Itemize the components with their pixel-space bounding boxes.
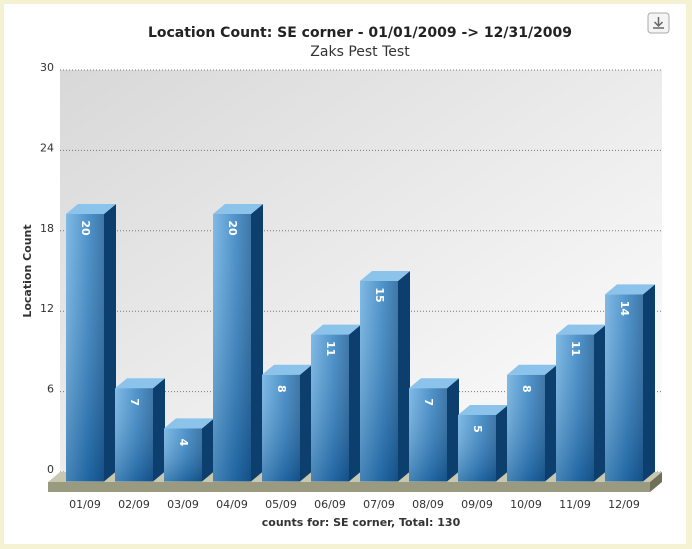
data-label: 8: [520, 385, 533, 393]
bar-side: [496, 405, 508, 482]
bar: [262, 364, 312, 482]
bar: [213, 204, 263, 482]
data-label: 5: [471, 425, 484, 433]
bar-shade: [66, 214, 104, 482]
bar-shade: [605, 294, 643, 482]
x-tick-label: 05/09: [265, 498, 297, 511]
bar-shade: [458, 415, 496, 482]
x-tick-label: 02/09: [118, 498, 150, 511]
bar-side: [202, 418, 214, 482]
x-tick-label: 08/09: [412, 498, 444, 511]
bar-shade: [164, 428, 202, 482]
bar: [409, 378, 459, 482]
bar-side: [545, 364, 557, 482]
floor-front: [48, 482, 650, 492]
y-tick-label: 6: [47, 383, 54, 396]
x-tick-label: 09/09: [461, 498, 493, 511]
bar-shade: [311, 334, 349, 482]
bar-top: [311, 324, 361, 335]
bar-side: [104, 204, 116, 482]
bar: [164, 418, 214, 482]
bar-top: [66, 204, 116, 214]
bar: [66, 204, 116, 482]
bar: [311, 324, 361, 482]
bar-top: [360, 271, 410, 281]
bar-side: [349, 324, 361, 482]
bar-top: [507, 364, 557, 375]
bar-top: [409, 378, 459, 389]
data-label: 7: [422, 398, 435, 406]
y-tick-label: 0: [47, 463, 54, 476]
data-label: 8: [275, 385, 288, 393]
bar-top: [213, 204, 263, 214]
x-tick-label: 11/09: [559, 498, 591, 511]
bar-shade: [507, 374, 545, 482]
bar-shade: [360, 281, 398, 482]
bar-side: [447, 378, 459, 482]
floor-side: [650, 472, 662, 492]
x-tick-label: 04/09: [216, 498, 248, 511]
bar-top: [164, 418, 214, 429]
bar-shade: [262, 374, 300, 482]
bar: [556, 324, 606, 482]
bar: [360, 271, 410, 482]
bar: [507, 364, 557, 482]
bar-top: [262, 364, 312, 375]
chart-subtitle: Zaks Pest Test: [310, 44, 410, 60]
bar-side: [594, 324, 606, 482]
x-tick-label: 01/09: [69, 498, 101, 511]
bar-top: [556, 324, 606, 335]
x-axis-label: counts for: SE corner, Total: 130: [262, 516, 461, 529]
data-label: 20: [79, 220, 92, 236]
bar: [458, 405, 508, 482]
bar-top: [605, 284, 655, 295]
y-tick-label: 24: [40, 141, 54, 154]
data-label: 7: [128, 398, 141, 406]
bar-side: [153, 378, 165, 482]
x-tick-label: 10/09: [510, 498, 542, 511]
x-tick-label: 03/09: [167, 498, 199, 511]
y-axis-label: Location Count: [21, 224, 34, 317]
data-label: 11: [569, 341, 582, 356]
bar-shade: [115, 388, 153, 482]
data-label: 20: [226, 220, 239, 236]
data-label: 4: [177, 439, 190, 447]
y-tick-label: 18: [40, 222, 54, 235]
bar: [115, 378, 165, 482]
bar-side: [643, 284, 655, 482]
bar-shade: [213, 214, 251, 482]
bar-side: [398, 271, 410, 482]
data-label: 14: [618, 301, 631, 317]
data-label: 15: [373, 287, 386, 302]
chart-title: Location Count: SE corner - 01/01/2009 -…: [148, 25, 572, 41]
y-tick-label: 12: [40, 302, 54, 315]
x-tick-label: 12/09: [608, 498, 640, 511]
bar-shade: [556, 334, 594, 482]
x-tick-label: 07/09: [363, 498, 395, 511]
bar: [605, 284, 655, 482]
bar-side: [300, 364, 312, 482]
bar-top: [115, 378, 165, 389]
bar-top: [458, 405, 508, 415]
data-label: 11: [324, 341, 337, 356]
y-tick-label: 30: [40, 61, 54, 74]
bar-side: [251, 204, 263, 482]
x-tick-label: 06/09: [314, 498, 346, 511]
download-button[interactable]: [647, 12, 670, 34]
bar-shade: [409, 388, 447, 482]
